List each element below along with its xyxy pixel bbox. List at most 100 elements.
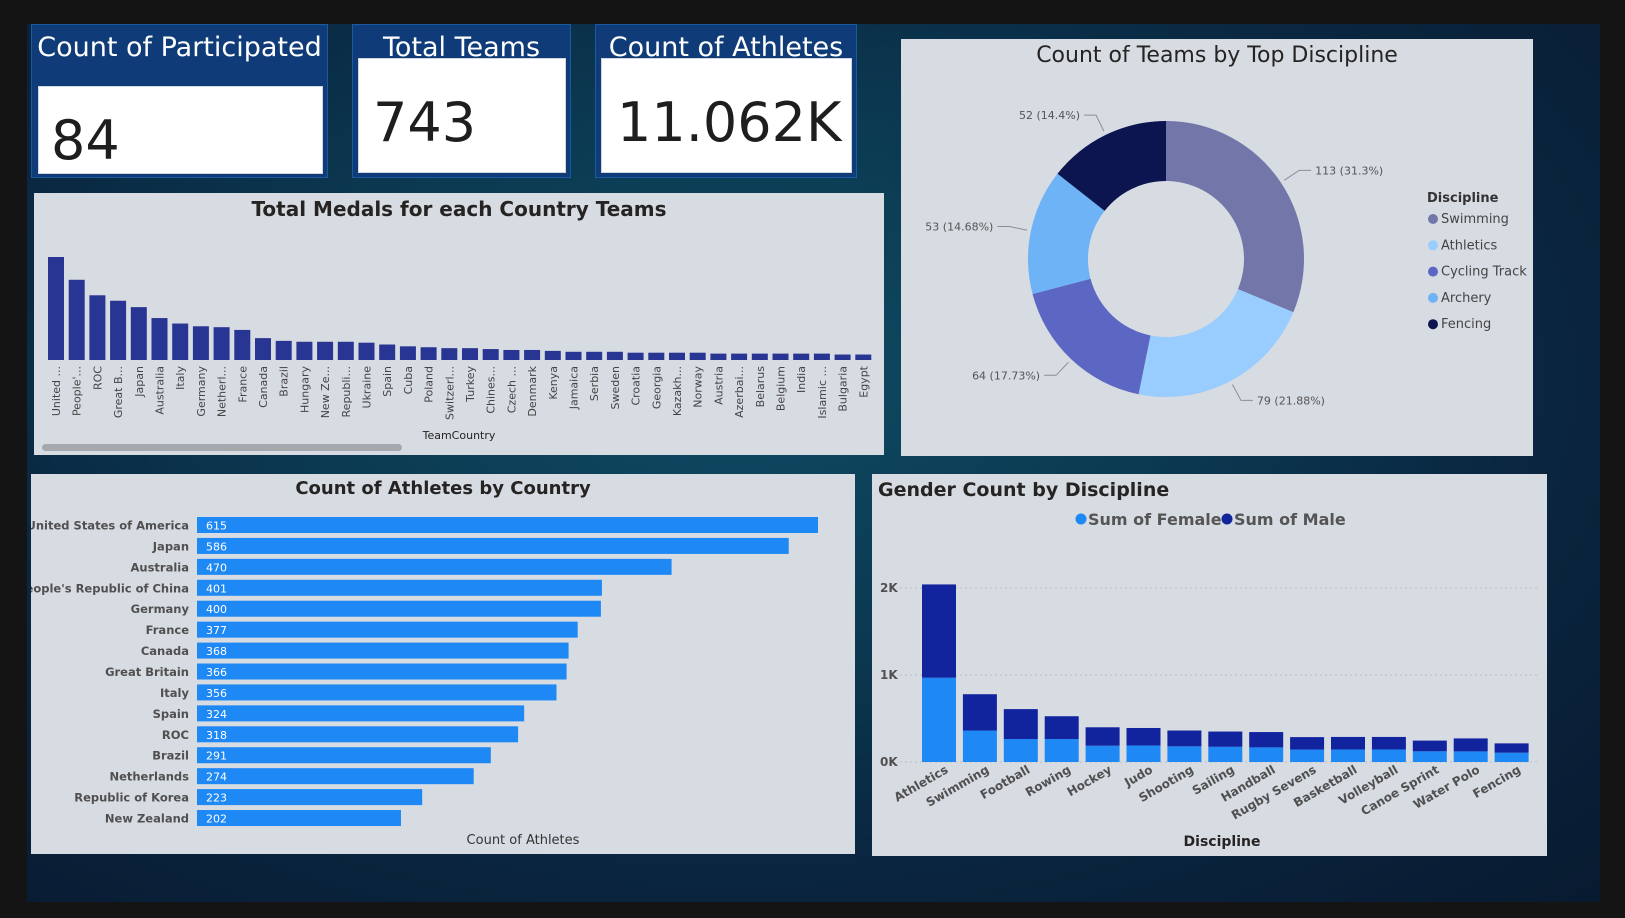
slice-data-label: 64 (17.73%) bbox=[972, 369, 1040, 382]
x-tick-label: Canada bbox=[257, 366, 270, 408]
medal-bar bbox=[213, 327, 230, 360]
bar-data-label: 324 bbox=[206, 708, 227, 721]
female-bar bbox=[1085, 745, 1120, 762]
male-bar bbox=[922, 584, 956, 678]
kpi-title: Count of Participated Countries bbox=[37, 32, 322, 63]
male-bar bbox=[1126, 727, 1161, 746]
athlete-bar bbox=[197, 579, 602, 596]
chart-title: Total Medals for each Country Teams bbox=[251, 197, 667, 221]
donut-slice bbox=[1028, 173, 1105, 295]
leader-line bbox=[997, 226, 1028, 231]
x-tick-label: France bbox=[236, 366, 249, 403]
y-tick-label: Australia bbox=[130, 560, 189, 574]
medal-bar bbox=[89, 295, 106, 360]
medal-bar bbox=[710, 353, 727, 360]
y-tick-label: New Zealand bbox=[105, 812, 189, 826]
y-tick-label: Japan bbox=[152, 539, 189, 553]
y-tick-label: United States of America bbox=[31, 519, 189, 533]
bar-data-label: 615 bbox=[206, 520, 227, 533]
female-bar bbox=[922, 677, 956, 762]
chart-title: Count of Teams by Top Discipline bbox=[1036, 43, 1398, 68]
x-tick-label: People'... bbox=[71, 366, 84, 416]
medal-bar bbox=[192, 326, 209, 360]
x-tick-label: Australia bbox=[154, 366, 167, 415]
donut-slice bbox=[1057, 121, 1166, 211]
donut-slice bbox=[1032, 278, 1151, 395]
x-axis-title: TeamCountry bbox=[422, 429, 496, 442]
male-bar bbox=[1453, 738, 1488, 752]
gender-discipline-panel[interactable]: Gender Count by Discipline 0K 1K 2K Athleti… bbox=[872, 474, 1547, 856]
donut-chart-svg: 113 (31.3%) 79 (21.88%) 64 (17.73%) 53 (14.… bbox=[925, 109, 1527, 407]
athlete-bar bbox=[197, 810, 401, 827]
dashboard-canvas: Count of Participated Countries 84 Total… bbox=[27, 24, 1600, 902]
athletes-country-panel[interactable]: Count of Athletes by Country 615 United S… bbox=[31, 474, 855, 854]
x-tick-label: Jamaica bbox=[568, 366, 581, 410]
medal-bar bbox=[420, 347, 437, 360]
athlete-bar bbox=[197, 789, 423, 806]
x-tick-label: Cuba bbox=[402, 366, 415, 394]
kpi-value-box: 84 bbox=[38, 86, 323, 174]
male-bar bbox=[1331, 736, 1365, 750]
x-tick-label: Norway bbox=[692, 366, 705, 408]
female-bar bbox=[1494, 752, 1529, 762]
medal-bar bbox=[462, 348, 478, 360]
y-tick-label: France bbox=[146, 623, 190, 637]
bar-data-label: 291 bbox=[206, 750, 227, 763]
legend-marker bbox=[1075, 513, 1087, 525]
leader-line bbox=[1232, 384, 1253, 401]
athlete-bar bbox=[197, 558, 672, 575]
medal-bar bbox=[689, 352, 706, 360]
medal-bar bbox=[68, 279, 85, 360]
male-bar bbox=[962, 694, 997, 731]
legend-label: Sum of Female bbox=[1088, 510, 1222, 529]
x-tick-label: New Ze... bbox=[319, 366, 332, 418]
female-bar bbox=[962, 730, 997, 762]
medals-chart-panel[interactable]: Total Medals for each Country Teams Unit… bbox=[34, 193, 884, 455]
medal-bar bbox=[379, 344, 396, 360]
y-tick-label: 0K bbox=[880, 755, 898, 769]
y-tick-label: Netherlands bbox=[109, 770, 189, 784]
medal-bar bbox=[772, 353, 789, 360]
medal-bar bbox=[317, 341, 334, 360]
male-bar bbox=[1003, 709, 1038, 740]
gender-chart-svg: 0K1K2KAthleticsSwimmingFootballRowingHoc… bbox=[880, 510, 1540, 850]
medal-bar bbox=[255, 338, 271, 360]
y-tick-label: Canada bbox=[141, 644, 189, 658]
female-bar bbox=[1208, 746, 1243, 762]
kpi-value-box: 743 bbox=[358, 58, 566, 173]
female-bar bbox=[1249, 747, 1284, 762]
y-tick-label: Brazil bbox=[152, 749, 189, 763]
x-tick-label: Japan bbox=[133, 366, 146, 398]
medal-bar bbox=[296, 341, 313, 360]
x-tick-label: India bbox=[795, 366, 808, 393]
medal-bar bbox=[544, 350, 561, 360]
bar-data-label: 223 bbox=[206, 792, 227, 805]
medal-bar bbox=[793, 353, 810, 360]
x-tick-label: Switzerl... bbox=[443, 366, 456, 420]
y-tick-label: 1K bbox=[880, 668, 898, 682]
x-tick-label: Kenya bbox=[547, 366, 560, 400]
female-bar bbox=[1371, 749, 1406, 762]
chart-title: Gender Count by Discipline bbox=[878, 479, 1170, 501]
x-tick-label: Republi... bbox=[340, 366, 353, 417]
y-tick-label: ROC bbox=[162, 728, 189, 742]
athlete-bar bbox=[197, 768, 474, 785]
male-bar bbox=[1290, 737, 1325, 750]
legend-label: Athletics bbox=[1441, 238, 1497, 253]
athlete-bar bbox=[197, 705, 525, 722]
bar-data-label: 274 bbox=[206, 771, 227, 784]
male-bar bbox=[1085, 727, 1120, 746]
horizontal-scrollbar[interactable] bbox=[42, 444, 402, 451]
medal-bar bbox=[275, 340, 292, 360]
x-tick-label: Turkey bbox=[464, 366, 477, 403]
female-bar bbox=[1453, 751, 1488, 762]
legend-title: Discipline bbox=[1427, 191, 1499, 206]
kpi-participated-countries: Count of Participated Countries 84 bbox=[31, 24, 328, 178]
slice-data-label: 53 (14.68%) bbox=[925, 221, 993, 234]
medal-bar bbox=[151, 318, 168, 360]
teams-discipline-panel[interactable]: Count of Teams by Top Discipline 113 (31… bbox=[901, 39, 1533, 456]
kpi-athletes: Count of Athletes 11.062K bbox=[595, 24, 857, 178]
x-tick-label: Poland bbox=[423, 366, 436, 403]
athlete-bar bbox=[197, 537, 789, 554]
x-tick-label: Brazil bbox=[278, 366, 291, 397]
